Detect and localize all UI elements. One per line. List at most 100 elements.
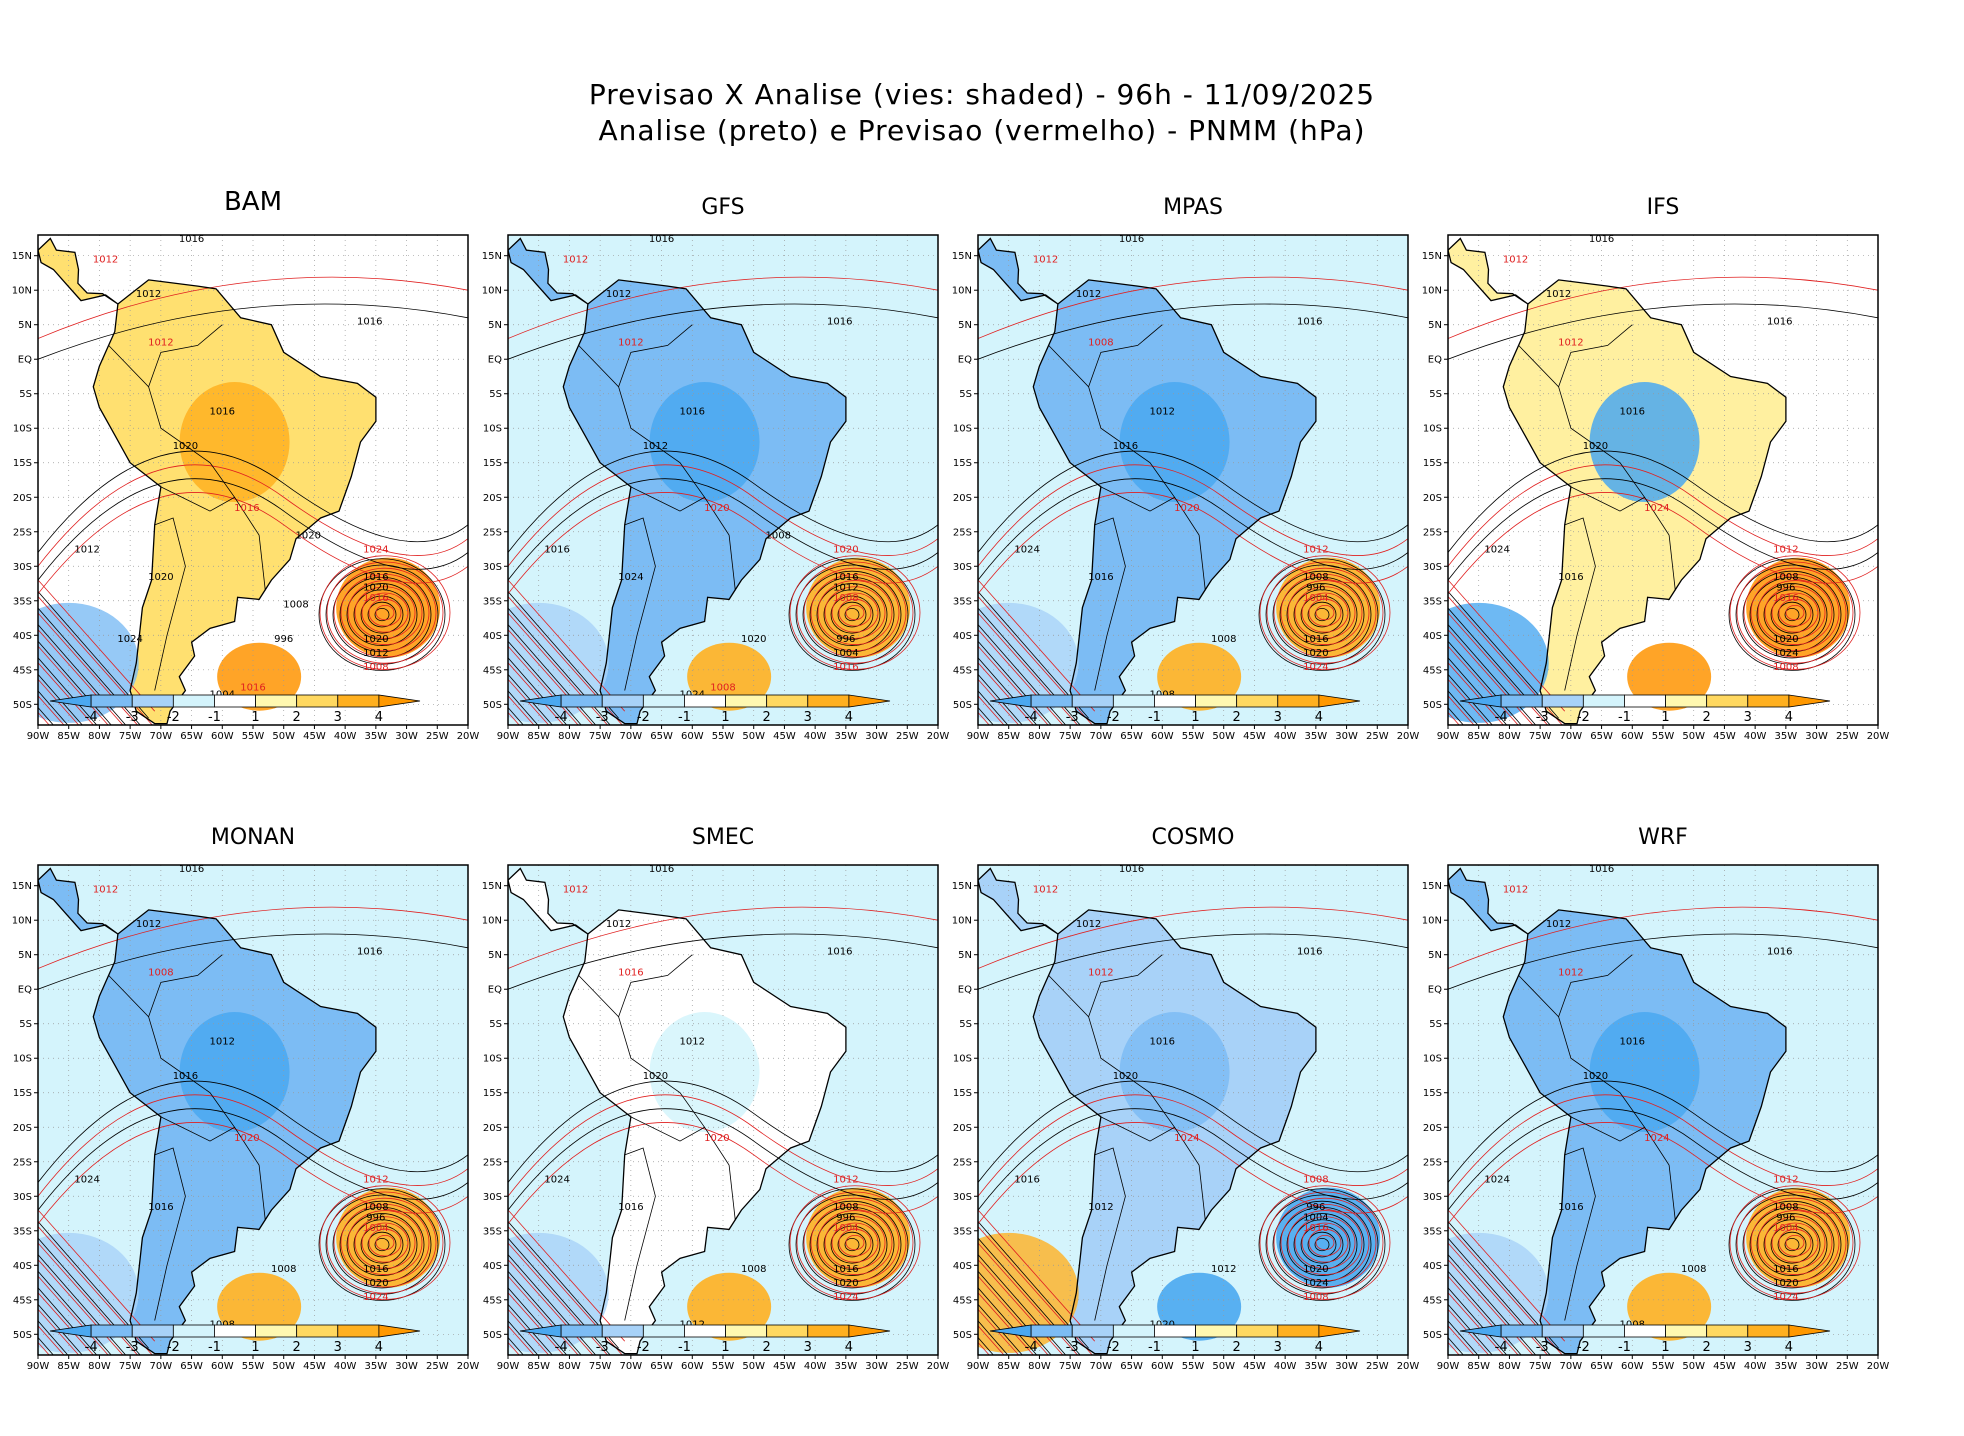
contour-label: 1016 xyxy=(240,682,265,693)
colorbar-label: 1 xyxy=(721,1340,729,1355)
lon-label: 80W xyxy=(1028,731,1051,742)
contour-label: 1012 xyxy=(1546,919,1571,930)
contour-label: 1016 xyxy=(1113,441,1138,452)
lat-label: 20S xyxy=(953,1123,972,1134)
lon-label: 80W xyxy=(88,1361,111,1372)
lat-label: EQ xyxy=(958,355,972,366)
lat-label: EQ xyxy=(958,985,972,996)
contour-label: 1020 xyxy=(1583,1071,1608,1082)
contour-label: 996 xyxy=(274,634,293,645)
colorbar-label: -1 xyxy=(208,1340,221,1355)
lat-label: 10S xyxy=(483,1054,502,1065)
map-panel-bam: BAM 1016 1012 1012 1016 1012 1016 1020 1016 1012 1… xyxy=(0,187,480,755)
lat-label: 35S xyxy=(953,596,972,607)
contour-label: 1016 xyxy=(649,234,674,245)
colorbar-swatch xyxy=(172,694,215,708)
lat-label: 45S xyxy=(953,1295,972,1306)
lon-label: 20W xyxy=(1867,731,1890,742)
lat-label: 5S xyxy=(1429,389,1442,400)
lon-label: 20W xyxy=(1397,1361,1420,1372)
map-panel-mpas: MPAS 1016 1012 1012 1016 1008 1012 1016 1020 1024… xyxy=(940,195,1420,755)
lon-label: 80W xyxy=(1498,731,1521,742)
lat-label: 10S xyxy=(1423,1054,1442,1065)
lon-label: 80W xyxy=(1498,1361,1521,1372)
contour-label: 1004 xyxy=(1303,1212,1328,1223)
bias-southwest xyxy=(978,602,1079,723)
contour-label: 1016 xyxy=(827,947,852,958)
contour-label: 1020 xyxy=(234,1133,259,1144)
contour-label: 1016 xyxy=(1014,1174,1039,1185)
lat-label: 15N xyxy=(12,881,32,892)
lat-label: 15S xyxy=(1423,458,1442,469)
colorbar-swatch xyxy=(848,694,891,708)
colorbar-swatch xyxy=(1195,1324,1238,1338)
lon-label: 25W xyxy=(426,1361,449,1372)
lat-label: 30S xyxy=(13,1192,32,1203)
lon-label: 35W xyxy=(1305,1361,1328,1372)
lat-label: 10N xyxy=(1422,286,1442,297)
lon-label: 65W xyxy=(1590,1361,1613,1372)
contour-label: 996 xyxy=(1776,1212,1795,1223)
lat-label: 15S xyxy=(953,458,972,469)
colorbar-swatch xyxy=(684,1324,726,1338)
lon-label: 60W xyxy=(211,1361,234,1372)
colorbar: -4 -3 -2 -1 1 2 3 4 xyxy=(519,694,891,725)
colorbar-label: 3 xyxy=(1274,1340,1282,1355)
lon-label: 85W xyxy=(997,1361,1020,1372)
contour-label: 1020 xyxy=(1773,1278,1798,1289)
colorbar-label: -3 xyxy=(1066,1340,1079,1355)
contour-label: 1012 xyxy=(563,885,588,896)
lon-label: 40W xyxy=(334,1361,357,1372)
bias-south xyxy=(217,1272,302,1341)
lat-label: 45S xyxy=(483,1295,502,1306)
lat-label: EQ xyxy=(488,985,502,996)
contour-label: 1012 xyxy=(363,1174,388,1185)
panel-title: SMEC xyxy=(691,825,755,850)
lat-label: 45S xyxy=(953,665,972,676)
lat-label: 40S xyxy=(953,1261,972,1272)
lon-label: 90W xyxy=(27,731,50,742)
colorbar-swatch xyxy=(1582,694,1625,708)
contour-label: 1012 xyxy=(1558,337,1583,348)
contour-label: 1012 xyxy=(210,1036,235,1047)
colorbar-swatch xyxy=(1541,1324,1584,1338)
colorbar-label: -1 xyxy=(1148,710,1161,725)
colorbar-swatch xyxy=(1112,694,1155,708)
colorbar-swatch xyxy=(1500,1324,1543,1338)
lat-label: 15N xyxy=(952,881,972,892)
contour-label: 1004 xyxy=(1303,593,1328,604)
coastline xyxy=(1032,279,1317,725)
contour-label: 1012 xyxy=(1076,289,1101,300)
lon-label: 65W xyxy=(1120,731,1143,742)
lon-label: 40W xyxy=(334,731,357,742)
contour-label: 1016 xyxy=(148,1202,173,1213)
colorbar-swatch xyxy=(255,694,298,708)
contour-label: 1024 xyxy=(1644,1133,1669,1144)
lon-label: 60W xyxy=(1151,1361,1174,1372)
lon-label: 55W xyxy=(242,1361,265,1372)
contour-label: 1016 xyxy=(173,1071,198,1082)
lon-label: 75W xyxy=(119,731,142,742)
colorbar-swatch xyxy=(90,694,133,708)
contour-label: 1016 xyxy=(1297,947,1322,958)
colorbar-swatch xyxy=(214,1324,256,1338)
contour-label: 996 xyxy=(1306,582,1325,593)
coastline xyxy=(92,279,377,725)
lon-label: 60W xyxy=(1151,731,1174,742)
colorbar-label: -4 xyxy=(85,1340,98,1355)
colorbar-swatch xyxy=(1112,1324,1155,1338)
colorbar-label: 2 xyxy=(763,1340,771,1355)
lat-label: 5N xyxy=(1428,320,1442,331)
colorbar-label: 1 xyxy=(1191,710,1199,725)
colorbar-label: -2 xyxy=(1107,1340,1120,1355)
colorbar: -4 -3 -2 -1 1 2 3 4 xyxy=(49,1324,421,1355)
lat-label: 10S xyxy=(953,424,972,435)
colorbar-swatch xyxy=(1788,1324,1831,1338)
colorbar-swatch xyxy=(1277,694,1320,708)
lat-label: 50S xyxy=(13,1330,32,1341)
lon-label: 45W xyxy=(1243,731,1266,742)
bias-south xyxy=(687,642,772,711)
pressure-map: 1016 1012 1012 1016 1012 1016 1020 1024 1024 1016… xyxy=(1422,864,1889,1372)
lat-label: 50S xyxy=(1423,700,1442,711)
colorbar: -4 -3 -2 -1 1 2 3 4 xyxy=(1459,1324,1831,1355)
